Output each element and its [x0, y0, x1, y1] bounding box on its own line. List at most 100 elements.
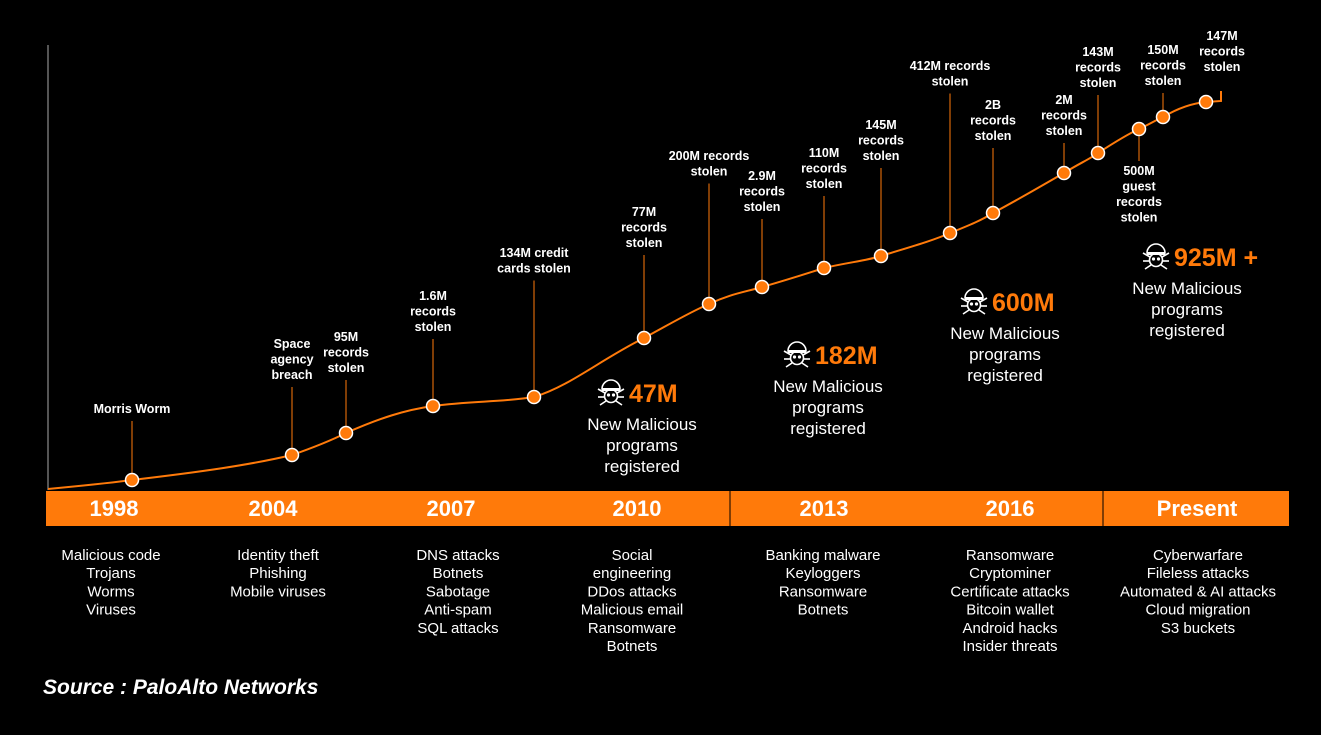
x-tick-label: Present — [1157, 496, 1238, 521]
event-point — [754, 279, 770, 295]
event-label: records — [1041, 109, 1087, 123]
threat-item: Insider threats — [962, 638, 1057, 655]
event-point — [985, 205, 1001, 221]
event-label: 412M records — [910, 59, 991, 73]
malware-count-caption: registered — [790, 419, 866, 438]
event-point — [425, 398, 441, 414]
event-point — [701, 296, 717, 312]
event-label: stolen — [691, 165, 728, 179]
event-label: stolen — [626, 236, 663, 250]
event-marker: Morris Worm — [94, 402, 171, 488]
virus-bug-icon — [960, 288, 988, 315]
threat-item: Trojans — [86, 565, 135, 582]
event-marker: 412M records stolen — [910, 59, 991, 241]
malware-count-value: 925M + — [1174, 244, 1258, 272]
malware-count-caption: programs — [606, 436, 678, 455]
event-label: stolen — [1121, 211, 1158, 225]
malware-count: 925M + New Malicious programs registered — [1132, 243, 1258, 340]
event-label: stolen — [1080, 76, 1117, 90]
event-point — [1131, 121, 1147, 137]
event-label: records — [858, 134, 904, 148]
event-label: 110M — [809, 146, 840, 160]
threat-item: Sabotage — [426, 583, 490, 600]
event-label: 95M — [334, 330, 358, 344]
threat-item: Bitcoin wallet — [966, 602, 1054, 619]
malware-count-caption: New Malicious — [1132, 279, 1242, 298]
x-tick-label: 2004 — [249, 496, 299, 521]
threat-item: Ransomware — [588, 620, 676, 637]
event-label: agency — [270, 353, 313, 367]
virus-bug-icon — [783, 341, 811, 368]
threat-item: Phishing — [249, 565, 307, 582]
threat-item: Anti-spam — [424, 602, 492, 619]
threat-item: DNS attacks — [416, 547, 499, 564]
event-label: Space — [274, 337, 311, 351]
threat-item: Malicious code — [61, 547, 160, 564]
event-label: breach — [272, 368, 313, 382]
event-point — [338, 425, 354, 441]
malware-count-caption: programs — [969, 345, 1041, 364]
event-label: 147M — [1206, 29, 1237, 43]
event-label: 500M — [1123, 164, 1154, 178]
threat-item: Ransomware — [779, 583, 867, 600]
event-label: stolen — [1145, 74, 1182, 88]
threat-item: SQL attacks — [417, 620, 498, 637]
threat-item: Cloud migration — [1145, 602, 1250, 619]
malware-count-value: 600M — [992, 289, 1055, 317]
event-label: stolen — [1204, 60, 1241, 74]
event-label: records — [970, 114, 1016, 128]
malware-count-caption: registered — [967, 366, 1043, 385]
x-tick-label: 2010 — [613, 496, 662, 521]
timeline-bar-background — [46, 491, 1289, 526]
threat-item: S3 buckets — [1161, 620, 1235, 637]
malware-count-value: 182M — [815, 342, 878, 370]
threat-item: Banking malware — [765, 547, 880, 564]
event-label: 134M credit — [500, 246, 570, 260]
event-point — [942, 225, 958, 241]
event-label: records — [1075, 61, 1121, 75]
threat-item: Worms — [87, 583, 134, 600]
malware-count-value: 47M — [629, 380, 678, 408]
x-tick-label: 2016 — [986, 496, 1035, 521]
event-point — [636, 330, 652, 346]
threat-item: Viruses — [86, 602, 136, 619]
x-tick-label: 2007 — [427, 496, 476, 521]
event-label: 77M — [632, 205, 656, 219]
x-tick-label: 2013 — [800, 496, 849, 521]
event-marker: 134M credit cards stolen — [497, 246, 571, 405]
event-point — [816, 260, 832, 276]
event-label: stolen — [806, 177, 843, 191]
virus-bug-icon — [597, 379, 625, 406]
event-point — [124, 472, 140, 488]
malware-count: 47M New Malicious programs registered — [587, 379, 697, 476]
malware-counts-layer: 47M New Malicious programs registered 182M Ne… — [587, 243, 1258, 476]
threat-item: Malicious email — [581, 602, 684, 619]
event-label: stolen — [328, 361, 365, 375]
event-marker: 200M records stolen — [669, 149, 749, 312]
malware-count-caption: New Malicious — [587, 415, 697, 434]
event-label: stolen — [863, 149, 900, 163]
event-label: stolen — [932, 75, 969, 89]
event-label: 143M — [1082, 45, 1113, 59]
event-point — [284, 447, 300, 463]
event-label: Morris Worm — [94, 402, 171, 416]
threat-item: Cryptominer — [969, 565, 1051, 582]
event-label: 2.9M — [748, 169, 776, 183]
event-label: 2M — [1055, 93, 1072, 107]
